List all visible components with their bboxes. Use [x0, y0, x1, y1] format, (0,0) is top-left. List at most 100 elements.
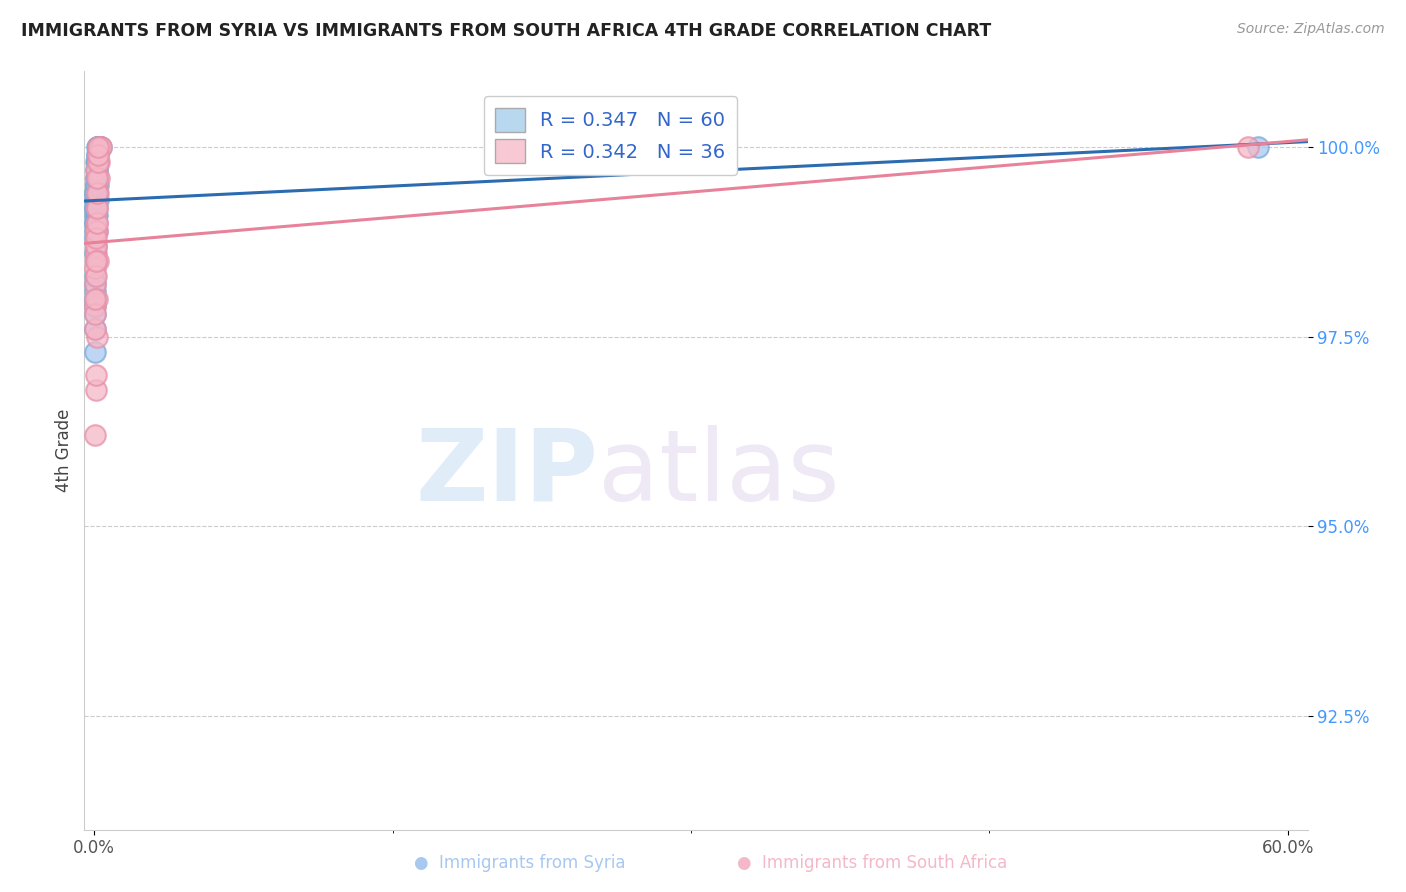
Point: [87, 253, 110, 268]
Point: [87, 140, 110, 154]
Point: [89, 140, 111, 154]
Text: ZIP: ZIP: [415, 425, 598, 522]
Point: [86, 216, 108, 230]
Point: [84, 292, 107, 306]
Point: [84, 268, 107, 283]
Point: [86, 147, 108, 161]
Point: [83, 231, 105, 245]
Point: [86, 140, 108, 154]
Point: [86, 201, 108, 215]
Point: [84, 261, 107, 276]
Point: [84, 253, 107, 268]
Point: [84, 216, 107, 230]
Point: [84, 368, 107, 382]
Point: [89, 140, 111, 154]
Point: [84, 383, 107, 397]
Point: [87, 140, 110, 154]
Point: [86, 140, 108, 154]
Point: [87, 170, 110, 185]
Point: [89, 140, 111, 154]
Point: [86, 216, 108, 230]
Point: [84, 201, 107, 215]
Point: [84, 238, 107, 252]
Point: [86, 329, 108, 343]
Point: [84, 201, 107, 215]
Point: [86, 292, 108, 306]
Point: [89, 140, 111, 154]
Point: [83, 345, 105, 359]
Point: [84, 231, 107, 245]
Point: [84, 162, 107, 177]
Point: [87, 140, 110, 154]
Point: [84, 223, 107, 237]
Point: [84, 178, 107, 192]
Point: [84, 253, 107, 268]
Point: [1237, 140, 1260, 154]
Point: [84, 155, 107, 169]
Point: [84, 268, 107, 283]
Point: [87, 140, 110, 154]
Point: [86, 162, 108, 177]
Point: [84, 178, 107, 192]
Legend: R = 0.347   N = 60, R = 0.342   N = 36: R = 0.347 N = 60, R = 0.342 N = 36: [484, 96, 737, 175]
Point: [84, 178, 107, 192]
Point: [86, 201, 108, 215]
Point: [84, 277, 107, 291]
Point: [87, 140, 110, 154]
Point: [86, 155, 108, 169]
Point: [87, 193, 110, 207]
Point: [84, 253, 107, 268]
Point: [86, 140, 108, 154]
Point: [84, 292, 107, 306]
Point: [84, 208, 107, 222]
Point: [84, 299, 107, 313]
Point: [86, 186, 108, 200]
Point: [86, 223, 108, 237]
Point: [84, 208, 107, 222]
Point: [84, 193, 107, 207]
Point: [83, 216, 105, 230]
Point: [90, 140, 112, 154]
Point: [84, 246, 107, 260]
Point: [83, 322, 105, 336]
Point: [84, 238, 107, 252]
Point: [84, 186, 107, 200]
Point: [86, 208, 108, 222]
Point: [89, 155, 111, 169]
Point: [86, 147, 108, 161]
Point: [87, 155, 110, 169]
Text: IMMIGRANTS FROM SYRIA VS IMMIGRANTS FROM SOUTH AFRICA 4TH GRADE CORRELATION CHAR: IMMIGRANTS FROM SYRIA VS IMMIGRANTS FROM…: [21, 22, 991, 40]
Point: [84, 223, 107, 237]
Point: [87, 155, 110, 169]
Point: [84, 246, 107, 260]
Text: ●  Immigrants from Syria: ● Immigrants from Syria: [415, 855, 626, 872]
Point: [83, 201, 105, 215]
Point: [89, 140, 111, 154]
Text: ●  Immigrants from South Africa: ● Immigrants from South Africa: [737, 855, 1007, 872]
Point: [86, 155, 108, 169]
Point: [87, 186, 110, 200]
Point: [86, 223, 108, 237]
Point: [90, 140, 112, 154]
Point: [1247, 140, 1270, 154]
Point: [83, 307, 105, 321]
Y-axis label: 4th Grade: 4th Grade: [55, 409, 73, 492]
Point: [84, 285, 107, 299]
Point: [89, 140, 111, 154]
Point: [84, 186, 107, 200]
Point: [84, 277, 107, 291]
Point: [84, 428, 107, 442]
Point: [86, 170, 108, 185]
Point: [84, 193, 107, 207]
Point: [84, 307, 107, 321]
Point: [87, 140, 110, 154]
Point: [86, 170, 108, 185]
Point: [87, 140, 110, 154]
Point: [83, 322, 105, 336]
Point: [84, 162, 107, 177]
Text: atlas: atlas: [598, 425, 839, 522]
Point: [87, 147, 110, 161]
Point: [83, 299, 105, 313]
Point: [84, 170, 107, 185]
Point: [86, 162, 108, 177]
